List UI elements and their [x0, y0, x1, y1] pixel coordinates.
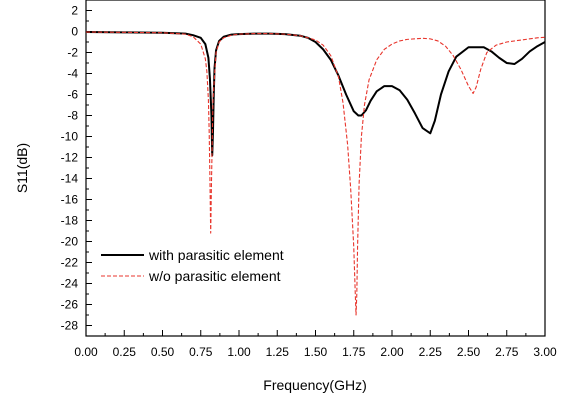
x-tick-label: 1.75 [342, 345, 366, 359]
x-tick-label: 0.75 [189, 345, 213, 359]
y-tick-label: -14 [61, 172, 79, 186]
series-layer [85, 31, 546, 316]
y-tick-label: -10 [61, 130, 79, 144]
x-tick-label: 2.00 [380, 345, 404, 359]
y-tick-label: 0 [71, 25, 78, 39]
y-tick-label: -18 [61, 214, 79, 228]
series-with-parasitic-line [85, 31, 546, 157]
series-without-parasitic-line [85, 31, 546, 316]
x-tick-label: 0.00 [74, 345, 98, 359]
y-tick-label: -4 [67, 67, 78, 81]
legend-label: with parasitic element [148, 247, 284, 263]
plot-area [85, 0, 546, 337]
y-tick-label: -6 [67, 88, 78, 102]
x-tick-label: 2.25 [419, 345, 443, 359]
x-tick-label: 1.25 [266, 345, 290, 359]
y-tick-label: -28 [61, 319, 79, 333]
y-tick-label: -12 [61, 151, 79, 165]
y-tick-label: -24 [61, 277, 79, 291]
legend: with parasitic element w/o parasitic elem… [101, 247, 284, 284]
x-tick-label: 1.50 [304, 345, 328, 359]
y-tick-label: -22 [61, 256, 79, 270]
y-tick-label: -20 [61, 235, 79, 249]
y-tick-label: -8 [67, 109, 78, 123]
y-axis-title: S11(dB) [14, 143, 30, 193]
y-tick-label: 2 [71, 4, 78, 18]
x-tick-label: 3.00 [533, 345, 557, 359]
x-axis: 0.00 0.25 0.50 0.75 1.00 1.25 1.50 1.75 2.00 2.25… [74, 330, 557, 359]
y-axis: 2 0 -2 -4 -6 -8 -10 -12 -14 -16 -18 -20 -22 -24 -26 -28 [61, 4, 92, 337]
legend-label: w/o parasitic element [148, 268, 281, 284]
x-tick-label: 0.25 [113, 345, 137, 359]
y-tick-label: -26 [61, 298, 79, 312]
x-tick-label: 2.50 [457, 345, 481, 359]
y-tick-label: -2 [67, 46, 78, 60]
x-tick-label: 0.50 [151, 345, 175, 359]
x-tick-label: 2.75 [495, 345, 519, 359]
y-tick-label: -16 [61, 193, 79, 207]
x-tick-label: 1.00 [227, 345, 251, 359]
x-axis-title: Frequency(GHz) [263, 377, 366, 393]
